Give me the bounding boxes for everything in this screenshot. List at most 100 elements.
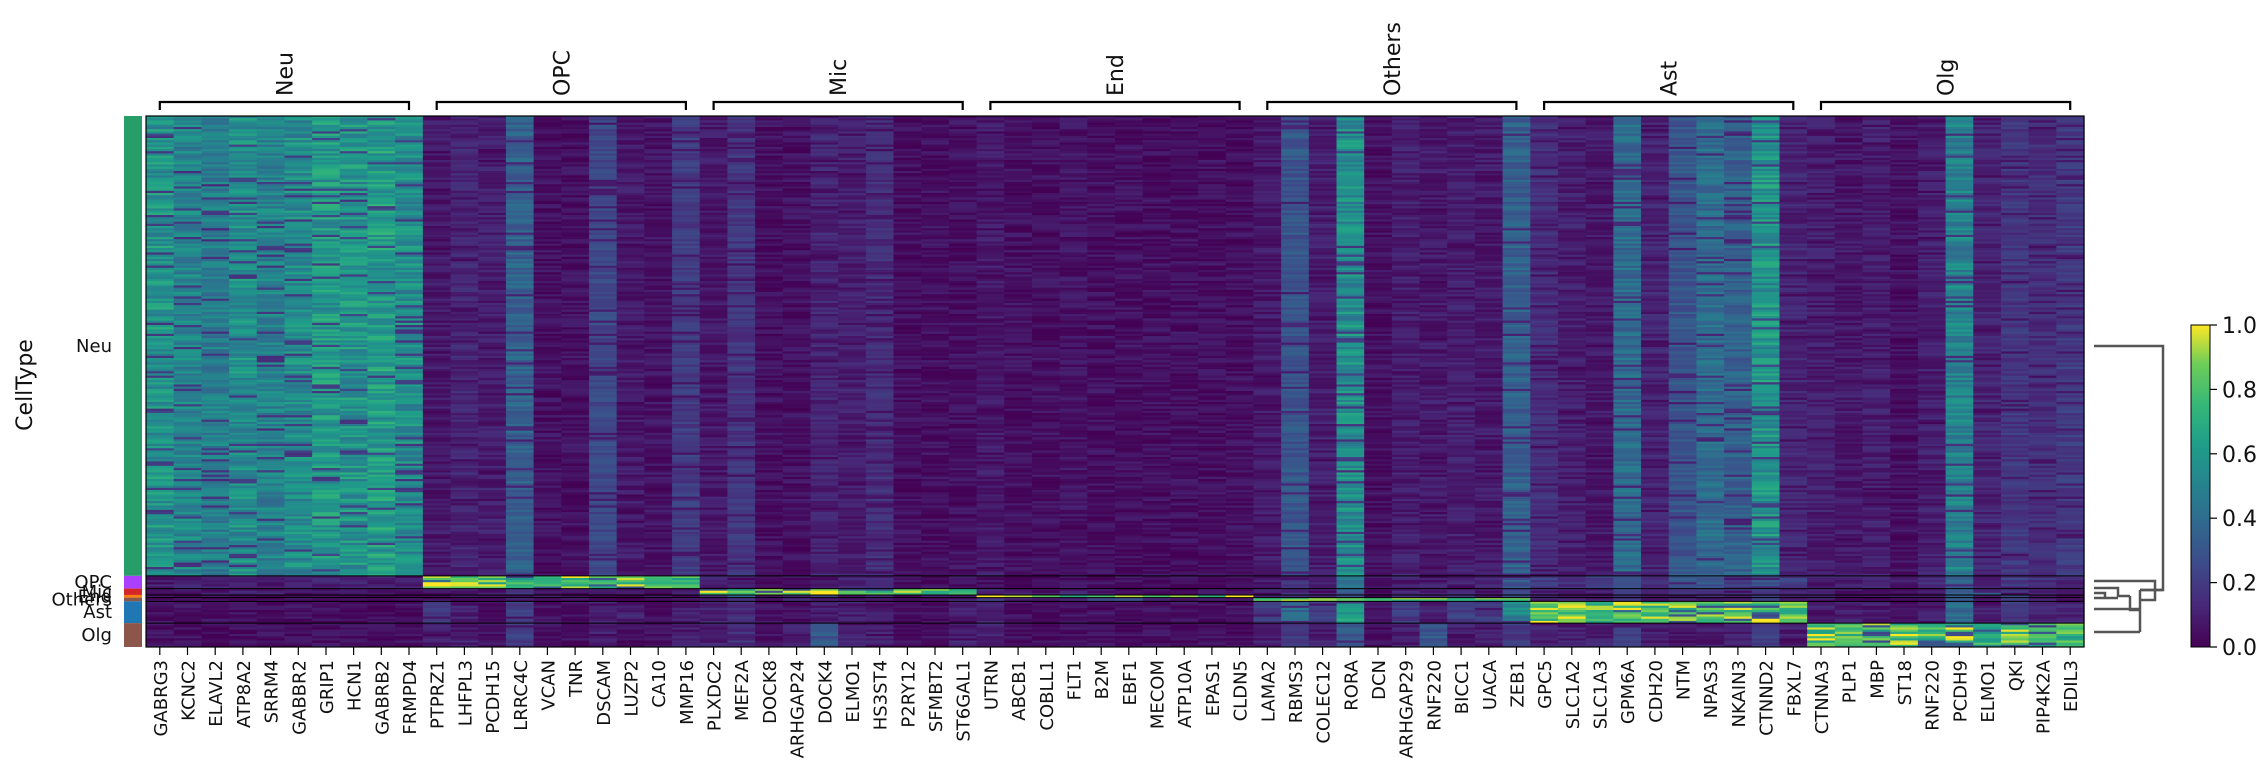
heatmap-cell	[312, 226, 341, 229]
heatmap-cell	[1834, 204, 1864, 207]
heatmap-cell	[1973, 175, 2002, 179]
heatmap-cell	[173, 226, 202, 229]
heatmap-cell	[1253, 157, 1282, 161]
heatmap-cell	[1945, 226, 1974, 229]
heatmap-cell	[1834, 118, 1864, 121]
heatmap-cell	[561, 131, 590, 135]
heatmap-cell	[1281, 153, 1310, 157]
heatmap-cell	[1502, 127, 1531, 130]
heatmap-cell	[1419, 177, 1448, 181]
heatmap-cell	[727, 232, 756, 236]
heatmap-cell	[533, 226, 562, 229]
heatmap-cell	[782, 197, 812, 201]
heatmap-cell	[1641, 210, 1670, 214]
heatmap-cell	[1530, 118, 1559, 121]
heatmap-cell	[367, 215, 396, 218]
heatmap-cell	[395, 184, 424, 187]
heatmap-cell	[561, 116, 590, 119]
heatmap-cell	[1447, 162, 1476, 165]
heatmap-cell	[1807, 210, 1836, 214]
heatmap-cell	[893, 263, 922, 267]
heatmap-cell	[1447, 127, 1476, 130]
heatmap-cell	[1225, 195, 1255, 198]
heatmap-cell	[699, 193, 728, 196]
heatmap-cell	[229, 234, 258, 238]
heatmap-cell	[699, 248, 728, 251]
heatmap-cell	[699, 144, 728, 148]
heatmap-cell	[561, 245, 590, 249]
heatmap-cell	[948, 215, 978, 218]
heatmap-cell	[450, 212, 479, 216]
heatmap-cell	[1668, 267, 1697, 271]
heatmap-cell	[146, 254, 175, 258]
heatmap-cell	[1253, 228, 1282, 231]
heatmap-cell	[201, 184, 230, 187]
heatmap-cell	[505, 188, 535, 192]
heatmap-cell	[422, 252, 452, 256]
heatmap-cell	[201, 219, 230, 223]
heatmap-cell	[1170, 179, 1199, 183]
heatmap-cell	[1142, 182, 1171, 185]
heatmap-cell	[1502, 193, 1531, 196]
heatmap-cell	[672, 153, 701, 157]
heatmap-cell	[616, 232, 645, 236]
heatmap-cell	[339, 232, 369, 236]
heatmap-cell	[948, 206, 978, 209]
heatmap-cell	[810, 162, 839, 165]
heatmap-cell	[1751, 122, 1781, 126]
heatmap-cell	[561, 177, 590, 181]
heatmap-cell	[1862, 162, 1891, 165]
heatmap-cell	[921, 127, 950, 130]
heatmap-cell	[339, 171, 369, 174]
heatmap-cell	[1502, 175, 1531, 179]
heatmap-cell	[699, 184, 728, 187]
heatmap-cell	[1807, 267, 1836, 271]
heatmap-cell	[173, 199, 202, 203]
heatmap-cell	[1419, 248, 1448, 251]
heatmap-cell	[1474, 210, 1504, 214]
heatmap-cell	[450, 146, 479, 150]
heatmap-cell	[1142, 155, 1171, 159]
heatmap-cell	[865, 164, 895, 168]
heatmap-cell	[976, 228, 1005, 231]
heatmap-cell	[1779, 162, 1808, 165]
heatmap-cell	[948, 131, 978, 135]
heatmap-cell	[782, 140, 812, 143]
heatmap-cell	[1724, 129, 1753, 132]
heatmap-cell	[1447, 248, 1476, 251]
heatmap-cell	[1336, 245, 1365, 249]
heatmap-cell	[1336, 239, 1365, 242]
heatmap-cell	[367, 239, 396, 242]
heatmap-cell	[312, 256, 341, 260]
heatmap-cell	[1502, 212, 1531, 216]
heatmap-cell	[422, 248, 452, 251]
heatmap-cell	[810, 195, 839, 198]
heatmap-cell	[865, 177, 895, 181]
heatmap-cell	[921, 234, 950, 238]
heatmap-cell	[1585, 122, 1614, 126]
heatmap-cell	[865, 149, 895, 152]
heatmap-cell	[1917, 261, 1947, 264]
heatmap-cell	[976, 151, 1005, 154]
heatmap-cell	[1751, 173, 1781, 176]
heatmap-cell	[1419, 153, 1448, 157]
heatmap-cell	[1336, 254, 1365, 258]
heatmap-cell	[1890, 234, 1919, 238]
heatmap-cell	[505, 162, 535, 165]
heatmap-cell	[1198, 228, 1227, 231]
heatmap-cell	[312, 164, 341, 168]
heatmap-cell	[1585, 232, 1614, 236]
heatmap-cell	[921, 129, 950, 132]
heatmap-cell	[284, 243, 313, 247]
heatmap-cell	[2000, 221, 2030, 225]
heatmap-cell	[1447, 164, 1476, 168]
heatmap-cell	[1336, 201, 1365, 205]
heatmap-cell	[976, 254, 1005, 258]
heatmap-cell	[1364, 206, 1393, 209]
heatmap-cell	[201, 195, 230, 198]
heatmap-cell	[173, 217, 202, 220]
heatmap-cell	[1419, 138, 1448, 141]
heatmap-cell	[201, 171, 230, 174]
heatmap-cell	[699, 221, 728, 225]
heatmap-cell	[1917, 146, 1947, 150]
